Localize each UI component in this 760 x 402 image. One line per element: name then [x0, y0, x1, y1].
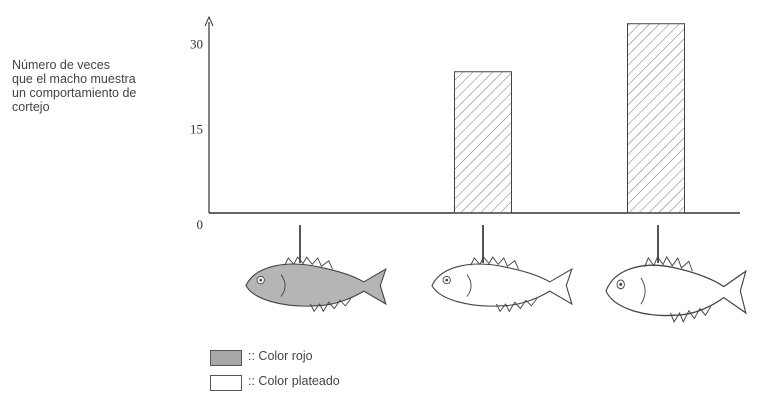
legend-swatch-silver	[210, 375, 242, 391]
y-axis-arrow	[204, 15, 214, 27]
y-axis-label: Número de veces que el macho muestra un …	[12, 58, 137, 114]
fish-2-silver-icon	[431, 225, 573, 312]
fish-1-red-icon	[245, 225, 387, 312]
bar-3	[627, 23, 685, 214]
fish-3-silver-round-icon	[605, 225, 747, 323]
bar-2	[454, 71, 512, 214]
y-tick-label-2: 30	[190, 37, 203, 52]
y-tick-label-0: 0	[197, 217, 204, 232]
y-tick-label-1: 15	[190, 121, 203, 136]
legend-swatch-red	[210, 350, 242, 366]
legend-label-red: :: Color rojo	[248, 349, 313, 363]
legend-label-silver: :: Color plateado	[248, 374, 340, 388]
